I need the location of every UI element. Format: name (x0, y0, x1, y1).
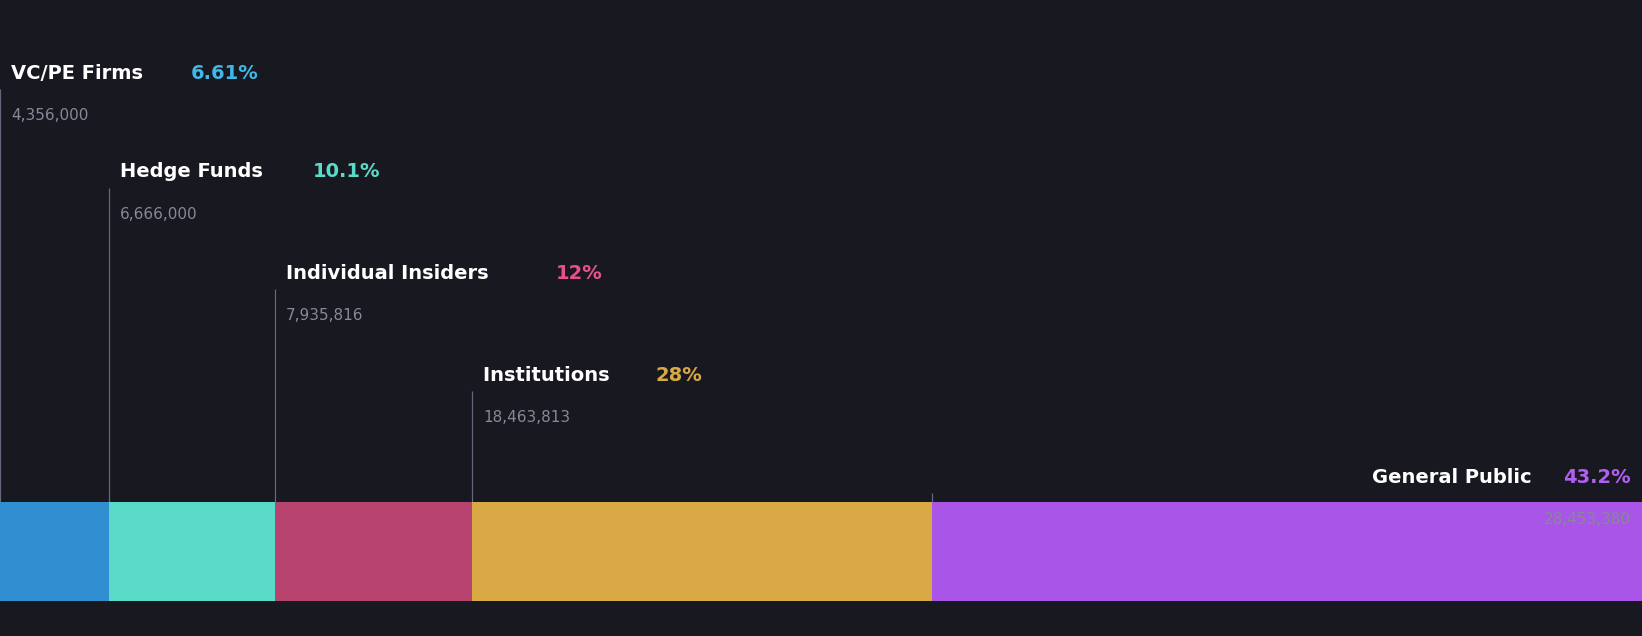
Text: General Public: General Public (1373, 467, 1539, 487)
Bar (0, 502, 108, 601)
Text: 7,935,816: 7,935,816 (286, 308, 363, 324)
Text: 4,356,000: 4,356,000 (11, 108, 89, 123)
Bar (933, 502, 1642, 601)
Text: VC/PE Firms: VC/PE Firms (11, 64, 151, 83)
Text: 6,666,000: 6,666,000 (120, 207, 197, 222)
Text: 12%: 12% (557, 264, 603, 283)
Text: Individual Insiders: Individual Insiders (286, 264, 496, 283)
Text: Institutions: Institutions (483, 366, 617, 385)
Bar (108, 502, 274, 601)
Text: 6.61%: 6.61% (190, 64, 258, 83)
Text: Hedge Funds: Hedge Funds (120, 162, 269, 181)
Text: 18,463,813: 18,463,813 (483, 410, 570, 425)
Bar (274, 502, 471, 601)
Text: 43.2%: 43.2% (1563, 467, 1631, 487)
Text: 10.1%: 10.1% (314, 162, 381, 181)
Bar (471, 502, 933, 601)
Text: 28,453,380: 28,453,380 (1543, 512, 1631, 527)
Text: 28%: 28% (655, 366, 703, 385)
